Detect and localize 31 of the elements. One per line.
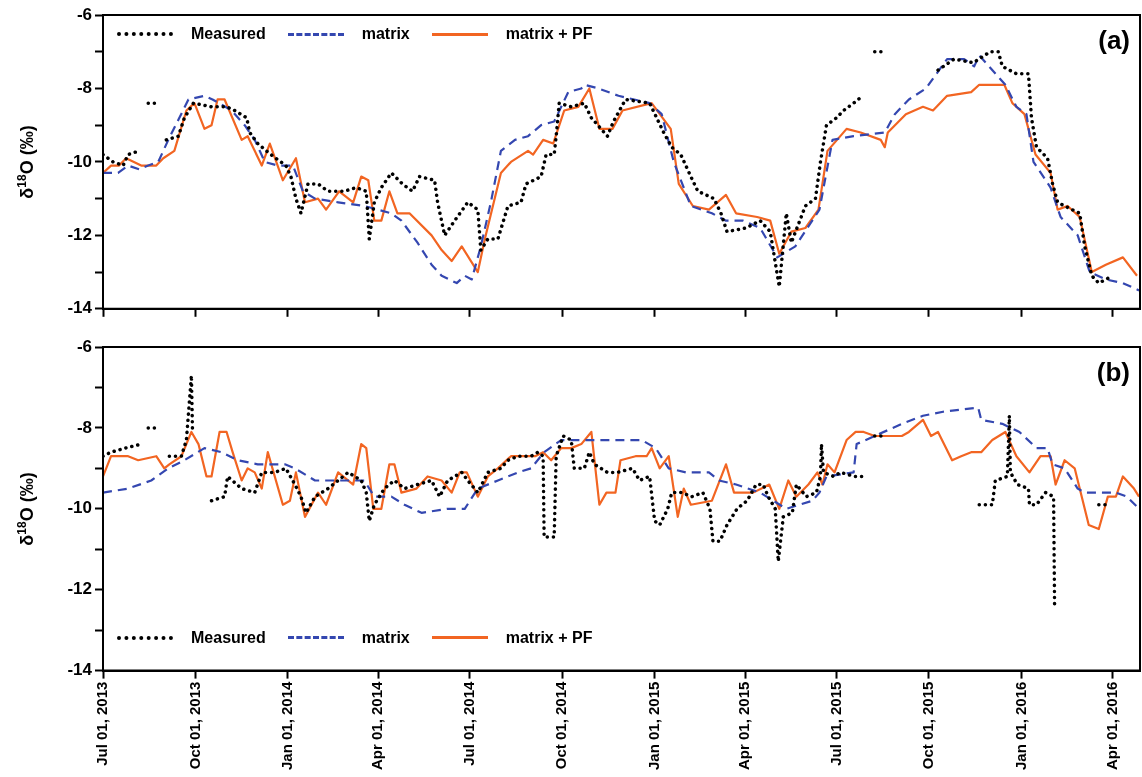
legend-label: matrix — [361, 25, 410, 43]
x-tick-label: Oct 01, 2013 — [185, 681, 203, 770]
legend-label: matrix + PF — [505, 628, 593, 647]
annotation: (b) — [1096, 357, 1130, 388]
x-tick-label: Jan 01, 2014 — [278, 680, 296, 770]
y-tick-label: -12 — [67, 225, 92, 245]
y-tick-label: -10 — [67, 498, 92, 518]
legend-label: matrix — [361, 628, 410, 647]
y-tick-label: -8 — [76, 78, 92, 98]
x-tick-label: Apr 01, 2014 — [368, 680, 386, 770]
x-tick-label: Jul 01, 2015 — [826, 681, 844, 766]
y-tick-label: -8 — [76, 417, 92, 437]
x-tick-label: Apr 01, 2015 — [735, 681, 753, 770]
x-tick-label: Jul 01, 2013 — [93, 681, 111, 766]
x-tick-label: Apr 01, 2016 — [1103, 681, 1121, 770]
line-series — [103, 406, 1140, 514]
x-tick-label: Oct 01, 2014 — [552, 680, 570, 770]
x-tick-label: Oct 01, 2015 — [919, 681, 937, 770]
legend-label: Measured — [191, 628, 266, 647]
y-tick-label: -14 — [67, 660, 93, 680]
annotation: (a) — [1098, 25, 1130, 56]
x-tick-label: Jan 01, 2016 — [1011, 681, 1029, 770]
legend-label: Measured — [191, 25, 266, 43]
legend-label: matrix + PF — [505, 25, 593, 43]
y-tick-label: -12 — [67, 579, 92, 599]
x-tick-label: Jul 01, 2014 — [459, 680, 477, 766]
x-tick-label: Jan 01, 2015 — [644, 681, 662, 770]
y-tick-label: -10 — [67, 151, 92, 171]
y-tick-label: -6 — [76, 336, 92, 356]
y-tick-label: -14 — [67, 298, 93, 318]
y-tick-label: -6 — [76, 4, 92, 24]
